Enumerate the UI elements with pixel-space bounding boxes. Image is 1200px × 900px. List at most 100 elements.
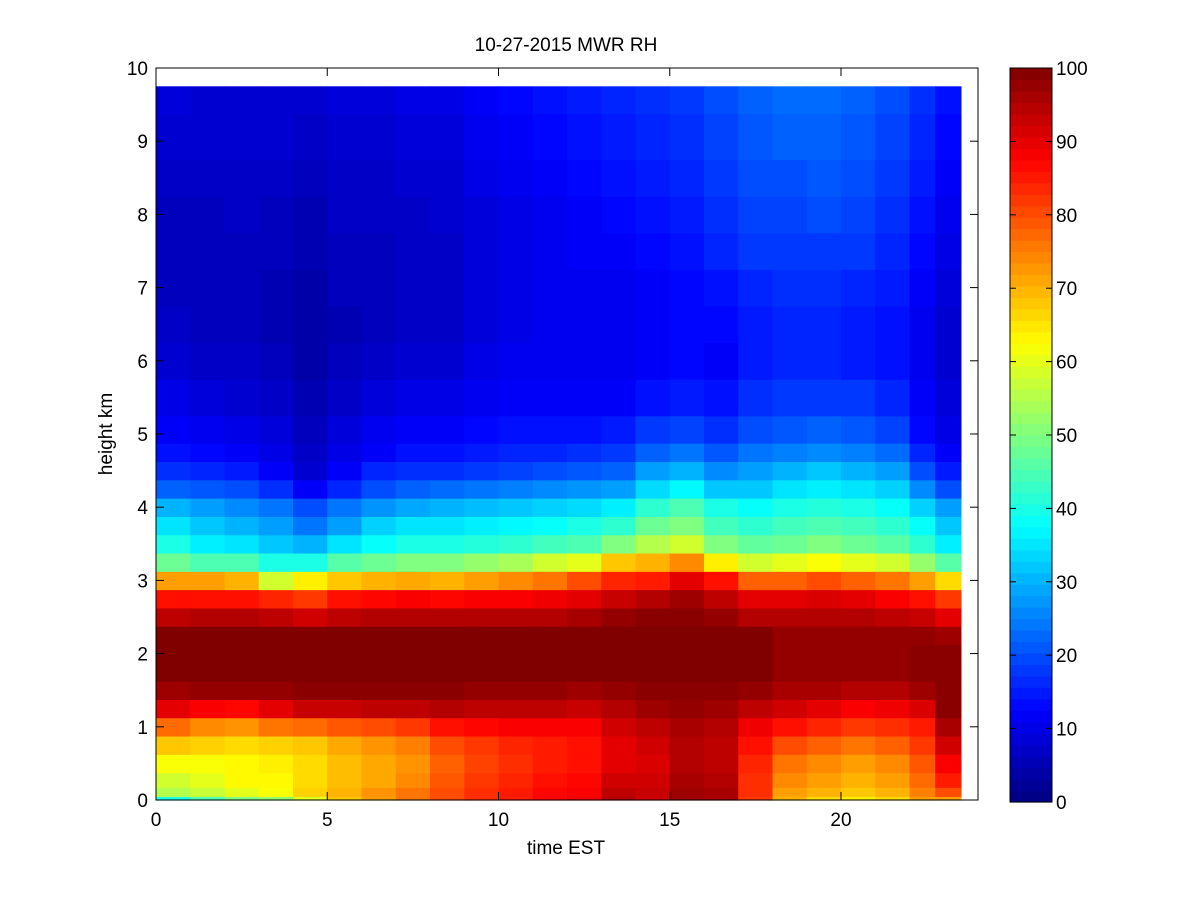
heatmap-cell [190, 305, 226, 344]
colorbar-swatch [1010, 561, 1052, 574]
colorbar-swatch [1010, 538, 1052, 551]
heatmap-cell [361, 232, 397, 270]
heatmap-cell [806, 589, 842, 609]
colorbar-swatch [1010, 435, 1052, 448]
heatmap-cell [909, 796, 936, 801]
heatmap-cell [532, 415, 568, 444]
heatmap-cell [935, 415, 962, 444]
heatmap-cell [669, 342, 705, 380]
heatmap-cell [601, 479, 637, 499]
heatmap-cell [258, 717, 294, 737]
heatmap-cell [258, 415, 294, 444]
heatmap-cell [532, 754, 568, 774]
heatmap-cell [190, 735, 226, 755]
heatmap-cell [464, 342, 500, 380]
heatmap-cell [498, 626, 534, 646]
heatmap-cell [464, 305, 500, 344]
heatmap-cell [806, 681, 842, 700]
heatmap-cell [635, 305, 671, 344]
heatmap-cell [498, 717, 534, 737]
heatmap-cell [772, 305, 808, 344]
heatmap-cell [430, 699, 465, 719]
heatmap-cell [430, 796, 465, 801]
heatmap-cell [772, 626, 808, 646]
heatmap-cell [498, 443, 534, 463]
heatmap-cell [361, 552, 397, 572]
heatmap-cell [156, 443, 191, 463]
heatmap-cell [772, 443, 808, 463]
heatmap-cell [875, 534, 911, 554]
heatmap-cell [395, 479, 431, 499]
heatmap-cell [635, 735, 671, 755]
heatmap-cell [293, 113, 328, 161]
heatmap-cell [156, 461, 191, 481]
heatmap-cell [909, 232, 936, 270]
heatmap-cell [875, 342, 911, 380]
heatmap-cell [190, 479, 226, 499]
heatmap-cell [498, 589, 534, 609]
heatmap-cell [704, 735, 739, 755]
heatmap-cell [430, 644, 465, 664]
colorbar-swatch [1010, 274, 1052, 287]
heatmap-cell [293, 681, 328, 700]
heatmap-cell [909, 717, 936, 737]
colorbar-swatch [1010, 125, 1052, 138]
heatmap-cell [704, 443, 739, 463]
heatmap-cell [806, 571, 842, 591]
heatmap-cell [395, 498, 431, 517]
heatmap-cell [464, 787, 500, 797]
heatmap-cell [293, 443, 328, 463]
heatmap-cell [293, 479, 328, 499]
heatmap-cell [704, 626, 739, 646]
heatmap-cell [875, 498, 911, 517]
heatmap-cell [806, 305, 842, 344]
heatmap-cell [669, 754, 705, 774]
heatmap-cell [395, 607, 431, 627]
heatmap-cell [532, 681, 568, 700]
heatmap-cell [430, 552, 465, 572]
heatmap-cell [704, 232, 739, 270]
heatmap-cell [258, 681, 294, 700]
heatmap-cell [806, 735, 842, 755]
colorbar-tick-label: 10 [1056, 720, 1077, 741]
colorbar-swatch [1010, 113, 1052, 126]
heatmap-cell [498, 681, 534, 700]
heatmap-cell [567, 772, 602, 788]
heatmap-cell [498, 644, 534, 664]
heatmap-cell [258, 305, 294, 344]
heatmap-cell [361, 415, 397, 444]
colorbar-swatch [1010, 423, 1052, 436]
heatmap-cell [567, 571, 602, 591]
heatmap-cell [669, 681, 705, 700]
heatmap-cell [772, 552, 808, 572]
heatmap-cell [738, 479, 774, 499]
heatmap-cell [327, 516, 363, 536]
heatmap-cell [293, 196, 328, 234]
heatmap-cell [635, 498, 671, 517]
heatmap-cell [156, 479, 191, 499]
heatmap-cell [909, 735, 936, 755]
heatmap-cell [532, 86, 568, 115]
heatmap-cell [224, 379, 260, 417]
heatmap-cell [190, 699, 226, 719]
heatmap-cell [190, 644, 226, 664]
heatmap-cell [772, 196, 808, 234]
heatmap-cell [224, 626, 260, 646]
heatmap-cell [258, 196, 294, 234]
heatmap-cell [464, 607, 500, 627]
heatmap-cell [532, 772, 568, 788]
heatmap-cell [635, 772, 671, 788]
heatmap-cell [361, 787, 397, 797]
heatmap-cell [190, 516, 226, 536]
heatmap-cell [806, 379, 842, 417]
heatmap-cell [430, 479, 465, 499]
heatmap-cell [704, 534, 739, 554]
heatmap-cell [327, 571, 363, 591]
heatmap-cell [361, 479, 397, 499]
heatmap-cell [601, 342, 637, 380]
heatmap-cell [395, 681, 431, 700]
heatmap-cell [738, 644, 774, 664]
heatmap-cell [772, 735, 808, 755]
heatmap-cell [935, 552, 962, 572]
heatmap-cell [190, 754, 226, 774]
